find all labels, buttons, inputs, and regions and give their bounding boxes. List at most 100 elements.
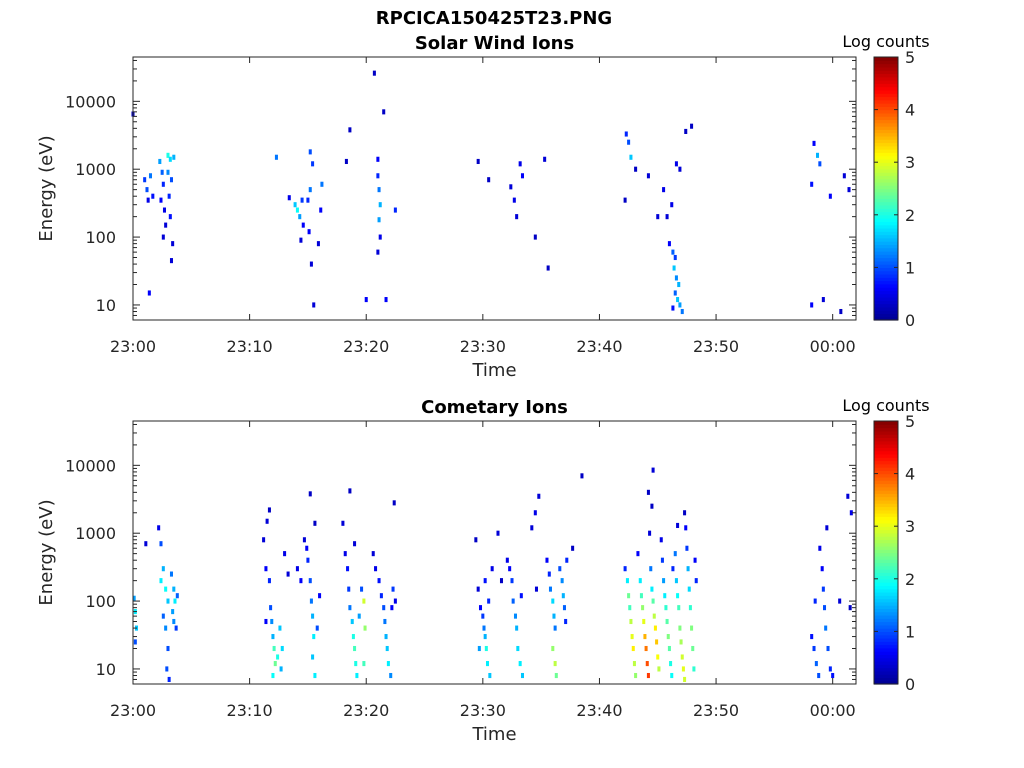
heatmap-cell [631, 645, 635, 652]
heatmap-cell [814, 661, 818, 667]
heatmap-cell [623, 566, 627, 572]
heatmap-cell [632, 661, 636, 667]
colorbar-segment [874, 476, 898, 481]
heatmap-cell [553, 625, 557, 631]
colorbar-segment [874, 447, 898, 452]
heatmap-cell [810, 181, 814, 187]
heatmap-cell [831, 672, 835, 679]
heatmap-cell [653, 625, 657, 631]
colorbar-segment [874, 427, 898, 432]
colorbar-segment [874, 562, 898, 567]
heatmap-cell [667, 241, 671, 247]
colorbar-segment [874, 644, 898, 649]
figure-title: RPCICA150425T23.PNG [376, 8, 612, 29]
heatmap-cell [564, 618, 568, 625]
colorbar-segment [874, 608, 898, 613]
heatmap-cell [828, 666, 832, 672]
heatmap-cells [132, 467, 853, 682]
colorbar-segment [874, 254, 898, 259]
heatmap-cell [269, 605, 273, 611]
heatmap-cell [674, 578, 678, 584]
heatmap-cell [172, 618, 176, 625]
colorbar-segment [874, 260, 898, 265]
colorbar-segment [874, 637, 898, 642]
y-axis-label: Energy (eV) [36, 499, 57, 605]
heatmap-cell [571, 545, 575, 551]
colorbar-segment [874, 582, 898, 586]
colorbar-segment [874, 135, 898, 140]
x-tick-label: 23:30 [460, 701, 506, 720]
colorbar-segment [874, 152, 898, 157]
heatmap-cell [560, 578, 564, 584]
colorbar-tick-label: 2 [905, 206, 915, 225]
heatmap-cell [389, 672, 393, 679]
heatmap-cell [823, 605, 827, 611]
heatmap-cell [499, 578, 504, 584]
colorbar-segment [874, 227, 898, 232]
heatmap-cell [554, 672, 558, 679]
colorbar-segment [874, 618, 898, 623]
heatmap-cell [274, 154, 278, 160]
heatmap-cell [167, 193, 171, 199]
heatmap-cell [849, 510, 853, 516]
heatmap-cell [679, 639, 683, 645]
heatmap-cell [315, 625, 319, 631]
heatmap-cell [318, 593, 322, 599]
heatmap-cell [133, 639, 137, 645]
colorbar-segment [874, 444, 898, 448]
heatmap-cell [519, 593, 523, 599]
heatmap-cell [267, 578, 271, 584]
heatmap-cell [530, 525, 534, 531]
heatmap-cell [678, 625, 682, 631]
colorbar-segment [874, 264, 898, 268]
heatmap-cell [346, 566, 350, 572]
heatmap-cell [677, 605, 681, 611]
y-tick-label: 10 [96, 660, 116, 679]
colorbar-segment [874, 651, 898, 656]
y-tick-label: 1000 [75, 524, 116, 543]
heatmap-cell [818, 545, 822, 551]
colorbar-tick-label: 3 [905, 153, 915, 172]
heatmap-cell [648, 530, 652, 536]
heatmap-cell [558, 566, 562, 572]
heatmap-cell [299, 237, 303, 243]
colorbar-segment [874, 513, 898, 517]
heatmap-cell [166, 645, 170, 652]
colorbar-segment [874, 257, 898, 262]
colorbar-tick-label: 0 [905, 675, 915, 694]
heatmap-cell [308, 187, 312, 193]
colorbar-segment [874, 588, 898, 593]
heatmap-cell [693, 557, 697, 563]
heatmap-cell [377, 217, 381, 223]
heatmap-cell [148, 173, 153, 179]
heatmap-cell [812, 140, 816, 146]
heatmap-cell [384, 634, 388, 640]
x-tick-label: 23:10 [227, 337, 273, 356]
colorbar-segment [874, 565, 898, 570]
colorbar-segment [874, 280, 898, 285]
heatmap-cell [350, 618, 354, 625]
colorbar-segment [874, 201, 898, 206]
heatmap-cell [347, 586, 351, 592]
heatmap-cell [657, 666, 661, 672]
heatmap-cell [379, 593, 383, 599]
heatmap-cell [390, 605, 394, 611]
heatmap-cell [312, 634, 316, 640]
colorbar-segment [874, 516, 898, 521]
heatmap-cell [160, 169, 164, 175]
heatmap-cell [643, 634, 647, 640]
heatmap-cell [666, 634, 670, 640]
heatmap-cell [169, 571, 173, 577]
heatmap-cell [671, 305, 675, 311]
x-tick-label: 23:50 [693, 337, 739, 356]
axes-box [132, 420, 857, 685]
colorbar-segment [874, 70, 898, 75]
heatmap-cell [161, 234, 165, 240]
heatmap-cell [677, 281, 681, 288]
heatmap-cell [305, 545, 309, 551]
panel-solar-wind-ions: 23:00 23:10 23:20 23:30 23:40 23:50 00:0010100… [36, 32, 930, 381]
heatmap-cell [676, 297, 680, 303]
colorbar-segment [874, 470, 898, 475]
heatmap-cell [316, 241, 320, 247]
heatmap-cell [308, 491, 312, 497]
